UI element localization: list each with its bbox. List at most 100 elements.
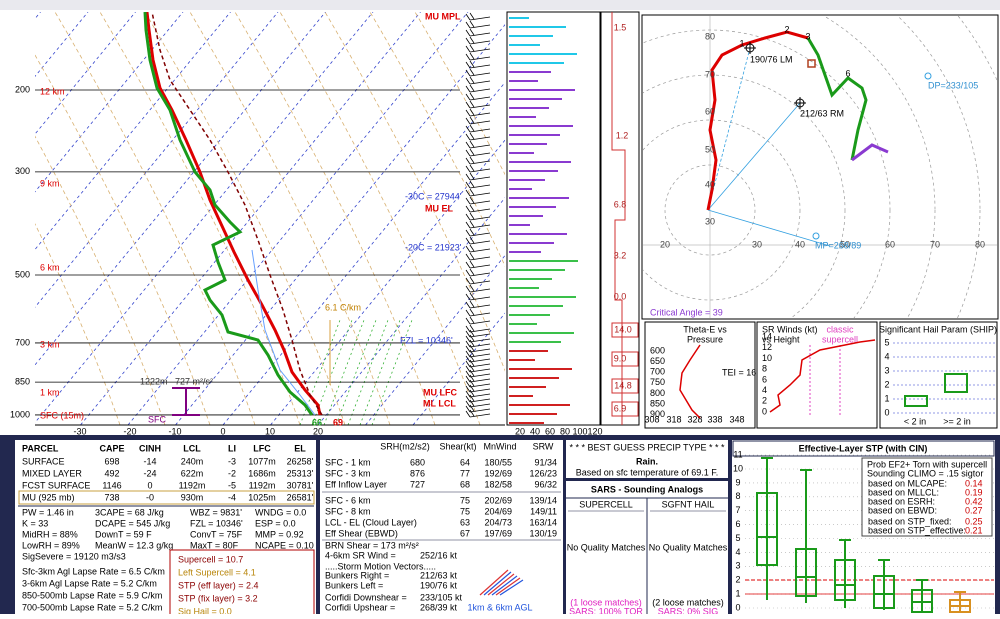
side-value: 9.0: [614, 353, 627, 363]
wind-barb: [469, 164, 475, 172]
value-box: [611, 322, 639, 338]
wind-barb: [469, 364, 475, 372]
kin-shear: 64: [460, 457, 470, 467]
browser-strip: [0, 0, 1000, 10]
wind-barb: [469, 268, 475, 276]
index-cell: PW = 1.46 in: [22, 507, 74, 517]
wind-barb: [469, 100, 475, 108]
srw-height-tick: 8: [762, 364, 767, 374]
hodo-point: 2: [784, 24, 789, 34]
wind-barb: [469, 176, 491, 181]
dry-adiabat: [35, 223, 121, 425]
wind-barb: [469, 152, 491, 157]
wind-barb: [465, 277, 471, 285]
value-box: [611, 378, 639, 394]
parcel-cell: 698: [104, 456, 119, 466]
sig-severe: SigSevere = 19120 m3/s3: [22, 551, 126, 561]
skewt-annotation: 69: [333, 417, 343, 427]
wind-barb: [469, 128, 491, 133]
composite-index: Sig Hail = 0.0: [178, 606, 232, 614]
stp-tick: 5: [735, 533, 740, 543]
theta-tick: 318: [666, 414, 681, 424]
wind-barb: [469, 333, 491, 338]
srw-height-tick: 4: [762, 385, 767, 395]
ship-label: < 2 in: [904, 416, 926, 426]
wind-barb: [469, 160, 491, 165]
lm-vector: [707, 47, 751, 211]
motion-arrow: [479, 569, 509, 596]
parcel-cell: 738: [104, 492, 119, 502]
parcel-cell: 1686m: [248, 468, 276, 478]
ring-label: 50: [705, 144, 715, 154]
wind-barb: [469, 204, 475, 212]
wind-barb: [469, 272, 491, 277]
kin-shear: 68: [460, 479, 470, 489]
motion-label: Bunkers Right =: [325, 570, 389, 580]
wind-barb: [469, 120, 491, 125]
theta-pressure-tick: 700: [650, 367, 665, 377]
height-label: 6 km: [40, 262, 60, 272]
side-value: 1.5: [614, 22, 627, 32]
wind-barb: [465, 141, 471, 149]
stp-info-box: [861, 457, 993, 537]
motion-arrow: [483, 571, 512, 596]
wind-barb: [465, 390, 471, 398]
kin-srw: 139/14: [529, 495, 557, 505]
stp-tick: 8: [735, 491, 740, 501]
kin-shear: 75: [460, 495, 470, 505]
stp-tick: 11: [733, 449, 742, 459]
rm-vector: [707, 102, 801, 211]
wind-barb: [469, 200, 491, 205]
parcel-cell: 492: [104, 468, 119, 478]
lapse-rate: 850-500mb Lapse Rate = 5.9 C/km: [22, 590, 162, 600]
pressure-label: 500: [15, 269, 30, 279]
kin-shear: 67: [460, 528, 470, 538]
parcel-cell: -4: [228, 492, 236, 502]
ring-label: 60: [885, 239, 895, 249]
inset-title: Significant Hail Param (SHIP): [879, 324, 997, 334]
dry-adiabat: [324, 12, 505, 372]
wind-barb: [469, 264, 491, 269]
precip-title: * * * BEST GUESS PRECIP TYPE * * *: [569, 442, 725, 452]
side-panel: [600, 11, 640, 426]
ring-label: 40: [705, 179, 715, 189]
wind-barb: [469, 369, 475, 377]
theta-pressure-tick: 850: [650, 398, 665, 408]
parcel-cell: -5: [228, 480, 236, 490]
index-cell: MidRH = 88%: [22, 529, 78, 539]
wind-barb: [465, 165, 471, 173]
wind-barb: [465, 125, 471, 133]
wind-barb: [465, 173, 471, 181]
wind-barb: [469, 56, 491, 61]
pressure-label: 300: [15, 166, 30, 176]
wind-barb: [465, 365, 471, 373]
stp-tick: 0: [735, 602, 740, 612]
wind-barb: [469, 132, 475, 140]
hodo-point: 3: [805, 31, 810, 41]
wind-barb: [469, 196, 475, 204]
parcel-cell: -2: [228, 468, 236, 478]
wind-barb: [469, 404, 475, 412]
wind-barb: [465, 13, 471, 21]
ring-label: 70: [705, 69, 715, 79]
precip-type: Rain.: [636, 456, 658, 466]
dry-adiabat: [144, 12, 346, 425]
wind-barb: [469, 399, 475, 407]
parcel-cell: MU (925 mb): [22, 492, 75, 502]
wind-barb: [469, 256, 491, 261]
srw-height-tick: 6: [762, 374, 767, 384]
stp-prob-value: 0.25: [965, 516, 983, 526]
ship-frame: [879, 321, 998, 429]
srw-height-tick: 10: [762, 353, 772, 363]
wind-barb: [465, 213, 471, 221]
kin-header: SRH(m2/s2): [380, 441, 430, 451]
wind-barb: [469, 188, 475, 196]
precip-basis: Based on sfc temperature of 69.1 F.: [576, 467, 719, 477]
motion-arrow: [499, 579, 524, 596]
sars-loose: (2 loose matches): [652, 597, 724, 607]
isotherm: [175, 24, 505, 425]
kin-header: MnWind: [483, 441, 516, 451]
wind-barb: [469, 296, 491, 301]
wind-barb: [469, 409, 475, 417]
hodo-ring: [643, 74, 846, 318]
